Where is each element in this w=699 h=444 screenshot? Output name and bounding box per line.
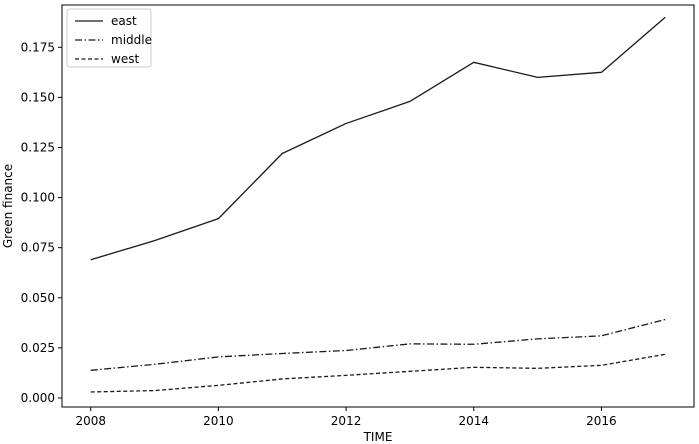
series-line-middle: [90, 318, 666, 371]
y-tick-label: 0.000: [21, 391, 55, 405]
x-axis-label: TIME: [363, 430, 393, 444]
y-tick-label: 0.125: [21, 140, 55, 154]
x-tick-label: 2010: [203, 414, 234, 428]
y-tick-label: 0.150: [21, 90, 55, 104]
y-axis-label: Green finance: [1, 164, 15, 248]
plot-lines: [90, 16, 666, 393]
y-tick-label: 0.025: [21, 341, 55, 355]
x-tick-label: 2014: [458, 414, 489, 428]
series-line-east: [90, 16, 666, 261]
x-tick-label: 2016: [586, 414, 617, 428]
y-tick-label: 0.075: [21, 241, 55, 255]
y-axis-ticks: 0.000 0.025 0.050 0.075 0.100 0.125 0.150 0.175: [21, 40, 62, 405]
y-tick-label: 0.050: [21, 291, 55, 305]
plot-frame: [61, 4, 695, 408]
legend-label-middle: middle: [111, 33, 152, 47]
series-line-west: [90, 353, 666, 393]
legend: east middle west: [66, 8, 152, 68]
legend-label-east: east: [111, 14, 137, 28]
x-axis-ticks: 2008 2010 2012 2014 2016: [75, 407, 617, 428]
y-tick-label: 0.100: [21, 191, 55, 205]
x-tick-label: 2012: [331, 414, 362, 428]
legend-label-west: west: [111, 52, 139, 66]
x-tick-label: 2008: [75, 414, 106, 428]
y-tick-label: 0.175: [21, 40, 55, 54]
legend-box: [66, 8, 152, 68]
